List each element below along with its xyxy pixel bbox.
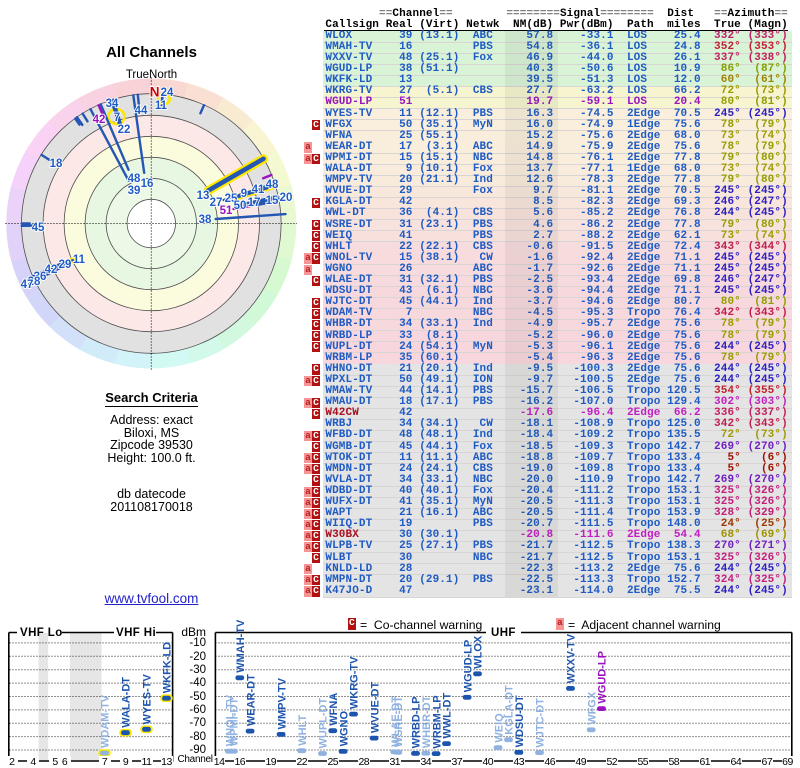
svg-text:36: 36 xyxy=(34,271,47,283)
svg-text:17: 17 xyxy=(248,197,261,209)
svg-text:42: 42 xyxy=(93,114,106,126)
svg-text:WNOL-TV: WNOL-TV xyxy=(225,694,237,746)
svg-text:WPMI-DT: WPMI-DT xyxy=(229,698,241,747)
svg-text:WYES-TV: WYES-TV xyxy=(142,674,154,725)
svg-text:WDAM-TV: WDAM-TV xyxy=(100,694,112,748)
svg-text:50: 50 xyxy=(234,200,247,212)
svg-text:39: 39 xyxy=(128,185,141,197)
svg-text:42: 42 xyxy=(45,264,58,276)
svg-text:WSRE-DT: WSRE-DT xyxy=(393,696,405,748)
svg-text:16: 16 xyxy=(141,178,154,190)
svg-text:WHBR-DT: WHBR-DT xyxy=(421,695,433,748)
svg-text:15: 15 xyxy=(266,195,279,207)
svg-text:WMAH-TV: WMAH-TV xyxy=(235,619,247,673)
svg-text:WALA-DT: WALA-DT xyxy=(121,677,133,728)
svg-text:47: 47 xyxy=(21,279,34,291)
svg-text:24: 24 xyxy=(161,87,174,99)
svg-text:WEAR-DT: WEAR-DT xyxy=(245,674,257,726)
svg-text:18: 18 xyxy=(50,158,63,170)
svg-text:29: 29 xyxy=(59,259,72,271)
svg-text:WFGX: WFGX xyxy=(586,691,598,725)
svg-text:34: 34 xyxy=(106,98,119,110)
svg-text:WMPV-TV: WMPV-TV xyxy=(276,677,288,729)
svg-text:WLAE-DT: WLAE-DT xyxy=(390,696,402,747)
svg-text:22: 22 xyxy=(118,124,131,136)
svg-text:WRBM-LP: WRBM-LP xyxy=(431,695,443,748)
svg-text:WGUD-LP: WGUD-LP xyxy=(597,651,609,704)
svg-text:WHLT: WHLT xyxy=(297,714,309,745)
svg-text:WJTC-DT: WJTC-DT xyxy=(535,698,547,748)
svg-text:KGLA-DT: KGLA-DT xyxy=(504,685,516,735)
svg-text:9: 9 xyxy=(241,188,247,200)
svg-text:28: 28 xyxy=(28,276,41,288)
svg-text:WKRG-TV: WKRG-TV xyxy=(349,656,361,709)
svg-text:WEIQ: WEIQ xyxy=(493,713,505,743)
svg-text:48: 48 xyxy=(128,173,141,185)
svg-text:45: 45 xyxy=(32,222,45,234)
svg-text:51: 51 xyxy=(220,205,233,217)
svg-text:11: 11 xyxy=(73,254,86,266)
svg-text:WDSU-DT: WDSU-DT xyxy=(514,695,526,747)
svg-text:44: 44 xyxy=(135,105,148,117)
svg-text:WXXV-TV: WXXV-TV xyxy=(566,633,578,683)
svg-text:WKFK-LD: WKFK-LD xyxy=(162,642,174,693)
svg-text:WWL-DT: WWL-DT xyxy=(442,693,454,739)
svg-text:20: 20 xyxy=(280,192,293,204)
svg-text:WUPL-DT: WUPL-DT xyxy=(318,698,330,749)
svg-text:WLOX: WLOX xyxy=(473,635,485,669)
svg-text:48: 48 xyxy=(266,179,279,191)
svg-text:WGUD-LP: WGUD-LP xyxy=(462,640,474,693)
svg-text:WVUE-DT: WVUE-DT xyxy=(369,681,381,733)
svg-text:41: 41 xyxy=(252,184,265,196)
svg-text:WFNA: WFNA xyxy=(328,693,340,726)
svg-text:WGNO: WGNO xyxy=(338,711,350,747)
svg-text:13: 13 xyxy=(197,190,210,202)
svg-text:WRBD-LP: WRBD-LP xyxy=(411,696,423,748)
svg-text:27: 27 xyxy=(210,197,223,209)
svg-text:N: N xyxy=(150,85,160,100)
svg-text:7: 7 xyxy=(114,112,120,124)
svg-text:25: 25 xyxy=(225,193,238,205)
svg-text:11: 11 xyxy=(155,100,168,112)
svg-text:38: 38 xyxy=(199,214,212,226)
